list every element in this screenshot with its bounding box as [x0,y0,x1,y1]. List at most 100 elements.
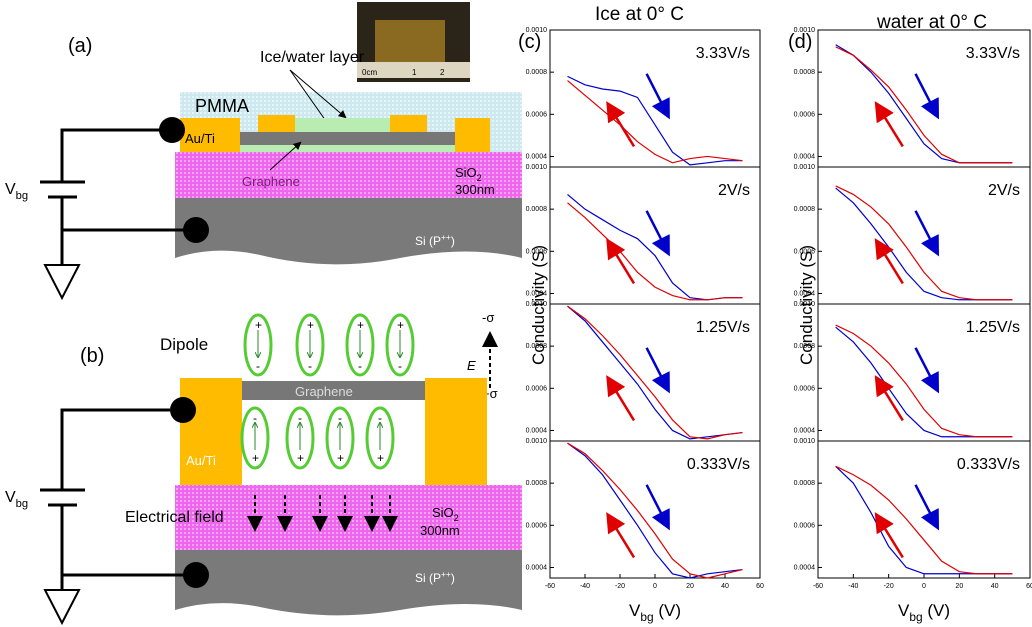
graphene-label: Graphene [295,384,353,399]
dipole [240,406,270,470]
y-tick-label: 0.0010 [794,27,816,34]
sweep-arrow [606,101,636,148]
chip [375,20,445,65]
x-tick-label: -40 [848,583,858,590]
annotation: 0.333V/s [687,456,750,473]
annotation: 3.33V/s [696,45,750,62]
dipole-sign: + [377,451,384,465]
data-line [835,465,1013,575]
x-label-text: (V) [654,601,681,620]
graphene [242,381,425,400]
y-tick-label: 0.0008 [526,69,548,76]
sweep-arrow [914,347,940,394]
diagram-b: (b) Dipole -σ +σ E Graphene Au/Ti Electr… [5,310,522,626]
sweep-arrow [914,73,940,120]
annotation: 2V/s [988,182,1020,199]
dipole [285,406,315,470]
oxide-text: SiO [455,165,477,180]
dipole [365,406,395,470]
dipole-sign: + [357,318,364,332]
dipole-sign: - [358,359,362,373]
y-tick-label: 0.0010 [526,438,548,445]
substrate [175,550,522,616]
y-tick-label: 0.0006 [794,385,816,392]
dipole-sign: + [252,451,259,465]
diagram-a: (a) 0cm 1 2 PMMA Ice/water layer Au/Ti G… [5,2,522,301]
pointer [289,69,347,119]
substrate [175,198,522,265]
electrode [425,378,487,485]
contact [183,217,209,243]
y-tick-label: 0.0006 [794,111,816,118]
data-line [835,324,1013,438]
dipole-sign: - [378,411,382,425]
y-tick-label: 0.0006 [526,522,548,529]
gate-label: Vbg [5,181,28,202]
electrode [455,118,490,152]
x-tick-label: 20 [955,583,963,590]
dipole-label: Dipole [160,335,208,354]
gate-sub: bg [16,190,28,202]
sweep-arrow [645,484,670,531]
data-line [567,442,743,579]
x-tick-label: 40 [721,583,729,590]
y-tick-label: 0.0008 [794,69,816,76]
dipole-sign: + [337,451,344,465]
x-label-text: V [898,601,910,620]
dipole [385,313,415,377]
data-line [567,193,743,301]
x-label-sub: bg [640,610,653,624]
gate-sub: bg [16,498,28,510]
sweep-arrow [874,101,904,148]
y-tick-label: 0.0006 [526,248,548,255]
dipole-sign: - [398,359,402,373]
x-tick-label: 60 [756,583,764,590]
y-tick-label: 0.0004 [794,290,816,297]
substrate-label: Si (P++) [415,569,455,585]
dipole-sign: - [338,411,342,425]
panel-label: (a) [68,35,92,57]
graphene [240,132,455,145]
graphene-label: Graphene [242,174,300,189]
electrode [180,118,240,152]
annotation: 1.25V/s [966,319,1020,336]
y-tick-label: 0.0010 [526,164,548,171]
substrate-sup: ++ [441,232,451,242]
x-tick-label: -20 [615,583,625,590]
y-tick-label: 0.0004 [526,427,548,434]
electrode-label: Au/Ti [186,453,216,468]
ruler [357,62,470,78]
dipole [325,406,355,470]
oxide-label: SiO2 [432,505,459,523]
x-tick-label: 20 [686,583,694,590]
dipole [345,313,375,377]
y-tick-label: 0.0010 [794,164,816,171]
y-tick-label: 0.0006 [526,111,548,118]
annotation: 0.333V/s [957,456,1020,473]
y-axis-label: Conductivity (S) [797,245,816,365]
sweep-arrow [914,210,940,257]
electrode [180,378,242,485]
gate-label: Vbg [5,489,28,510]
panel-title: Ice at 0° C [595,4,684,25]
annotation: 1.25V/s [696,319,750,336]
data-line [567,305,743,440]
sweep-arrow [914,484,940,531]
y-tick-label: 0.0010 [526,301,548,308]
pad [390,115,427,133]
ruler-label: 1 [412,68,417,77]
oxide [175,152,522,198]
dipole-sign: - [308,359,312,373]
sweep-arrow [874,512,904,559]
y-tick-label: 0.0004 [794,153,816,160]
y-tick-label: 0.0010 [526,27,548,34]
dipole-sign: + [307,318,314,332]
y-tick-label: 0.0006 [526,385,548,392]
y-tick-label: 0.0008 [794,206,816,213]
oxide-text: SiO [432,505,454,520]
field-symbol: E [467,358,476,373]
sweep-arrow [606,238,636,285]
panel-title: water at 0° C [876,12,987,33]
y-tick-label: 0.0008 [794,480,816,487]
